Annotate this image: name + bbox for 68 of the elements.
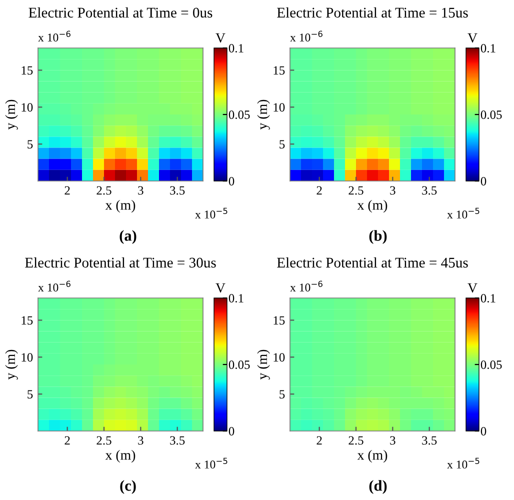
chart-title: Electric Potential at Time = 15us <box>277 7 468 18</box>
text: (b) <box>369 230 387 244</box>
x-tick-label: 3.5 <box>422 186 437 195</box>
x-tick-label: 3 <box>390 186 396 195</box>
x-tick-label: 2 <box>316 186 322 195</box>
x-axis-title: x (m) <box>105 450 136 463</box>
y-tick-label: 5 <box>280 140 285 149</box>
color-bar-label: 0.1 <box>480 294 496 303</box>
text: (d) <box>369 480 387 494</box>
color-bar-label: 0.05 <box>228 360 250 370</box>
x-tick-label: 2.5 <box>96 186 112 195</box>
color-bar-title: V <box>216 283 226 293</box>
text: x 10$^{−6}$ <box>38 280 70 292</box>
color-bar-title: V <box>468 283 478 293</box>
x-tick-label: 3.5 <box>422 436 437 445</box>
x-axis-title: x (m) <box>357 200 388 213</box>
text: x 10$^{−5}$ <box>195 458 228 469</box>
color-bar-title: V <box>216 33 226 43</box>
color-bar-label: 0.1 <box>228 294 244 303</box>
x-tick-label: 2 <box>316 436 322 445</box>
y-tick-label: 5 <box>28 390 33 399</box>
x-tick-label: 2.5 <box>96 436 112 445</box>
x-axis-title: x (m) <box>357 450 388 463</box>
y-tick-label: 15 <box>274 66 285 75</box>
y-tick-label: 10 <box>22 103 33 112</box>
x-tick-label: 3 <box>138 186 144 195</box>
text: (a) <box>120 230 136 244</box>
color-bar-label: 0.05 <box>480 110 502 120</box>
text: x 10$^{−6}$ <box>38 30 70 42</box>
x-tick-label: 2.5 <box>348 436 364 445</box>
y-tick-label: 15 <box>274 316 285 325</box>
chart-title: Electric Potential at Time = 0us <box>28 7 212 18</box>
x-tick-label: 2 <box>64 186 70 195</box>
text: x 10$^{−6}$ <box>290 280 322 292</box>
x-tick-label: 3 <box>138 436 144 445</box>
text: x 10$^{−5}$ <box>447 208 480 219</box>
y-tick-label: 10 <box>274 353 285 362</box>
color-bar-label: 0 <box>480 177 486 186</box>
text: x 10$^{−6}$ <box>290 30 322 42</box>
y-tick-label: 15 <box>22 316 33 325</box>
y-axis-title: y (m) <box>257 350 270 380</box>
color-bar-label: 0.05 <box>480 360 502 370</box>
y-axis-title: y (m) <box>257 100 270 130</box>
y-tick-label: 15 <box>22 66 33 75</box>
x-tick-label: 3.5 <box>170 436 185 445</box>
y-tick-label: 10 <box>274 103 285 112</box>
chart-title: Electric Potential at Time = 45us <box>277 257 468 268</box>
color-bar-label: 0.1 <box>480 44 496 53</box>
x-axis-title: x (m) <box>105 200 136 213</box>
color-bar-label: 0.05 <box>228 110 250 120</box>
y-tick-label: 5 <box>280 390 285 399</box>
text: x 10$^{−5}$ <box>447 458 480 469</box>
color-bar-label: 0.1 <box>228 44 244 53</box>
color-bar-label: 0 <box>480 427 486 436</box>
x-tick-label: 3 <box>390 436 396 445</box>
y-axis-title: y (m) <box>5 350 18 380</box>
text: (c) <box>120 480 136 494</box>
color-bar-title: V <box>468 33 478 43</box>
color-bar-label: 0 <box>228 427 234 436</box>
y-tick-label: 5 <box>28 140 33 149</box>
color-bar-label: 0 <box>228 177 234 186</box>
text: x 10$^{−5}$ <box>195 208 228 219</box>
y-axis-title: y (m) <box>5 100 18 130</box>
x-tick-label: 2 <box>64 436 70 445</box>
x-tick-label: 2.5 <box>348 186 364 195</box>
chart-title: Electric Potential at Time = 30us <box>25 257 216 268</box>
y-tick-label: 10 <box>22 353 33 362</box>
x-tick-label: 3.5 <box>170 186 185 195</box>
